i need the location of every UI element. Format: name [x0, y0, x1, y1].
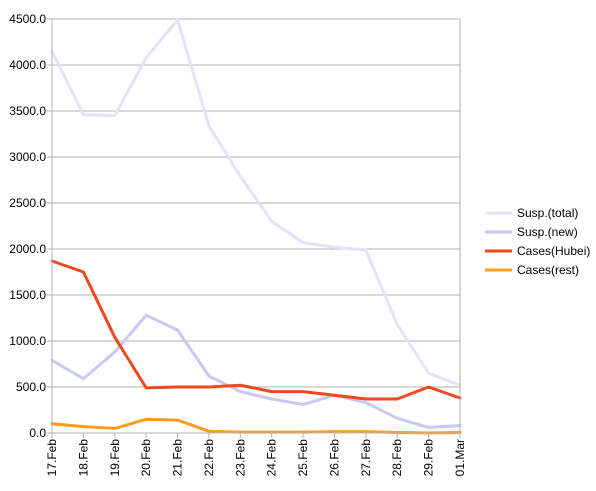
x-tick-label: 25.Feb	[296, 439, 310, 477]
gridlines	[47, 18, 461, 438]
series-line	[50, 417, 462, 435]
x-axis-ticks: 17.Feb 18.Feb 19.Feb 20.Feb 21.Feb 22.Feb 23.F…	[45, 439, 467, 477]
x-tick-label: 24.Feb	[265, 439, 279, 477]
legend-label: Cases(Hubei)	[517, 244, 590, 258]
legend-label: Cases(rest)	[517, 263, 579, 277]
x-tick-label: 22.Feb	[202, 439, 216, 477]
x-tick-label: 18.Feb	[76, 439, 90, 477]
x-tick-label: 21.Feb	[171, 439, 185, 477]
x-tick-label: 28.Feb	[390, 439, 404, 477]
y-axis-ticks: 0.0 500.0 1000.0 1500.0 2000.0 2500.0 3000.0 35…	[9, 12, 46, 440]
y-tick-label: 3500.0	[9, 104, 46, 118]
x-tick-label: 20.Feb	[139, 439, 153, 477]
y-tick-label: 2000.0	[9, 242, 46, 256]
y-tick-label: 500.0	[16, 380, 46, 394]
series-line	[50, 259, 462, 401]
y-tick-label: 1500.0	[9, 288, 46, 302]
x-tick-label: 17.Feb	[45, 439, 59, 477]
y-tick-label: 4000.0	[9, 58, 46, 72]
x-tick-label: 26.Feb	[327, 439, 341, 477]
x-tick-label: 29.Feb	[422, 439, 436, 477]
legend-label: Susp.(new)	[517, 225, 578, 239]
series-line	[50, 18, 462, 387]
y-tick-label: 3000.0	[9, 150, 46, 164]
x-tick-label: 27.Feb	[359, 439, 373, 477]
x-tick-label: 23.Feb	[233, 439, 247, 477]
y-tick-label: 2500.0	[9, 196, 46, 210]
series-lines	[50, 18, 462, 435]
y-tick-label: 1000.0	[9, 334, 46, 348]
y-tick-label: 0.0	[29, 426, 46, 440]
x-tick-label: 19.Feb	[108, 439, 122, 477]
legend-label: Susp.(total)	[517, 206, 578, 220]
axes	[51, 19, 461, 434]
x-tick-label: 01.Mar	[453, 439, 467, 476]
y-tick-label: 4500.0	[9, 12, 46, 26]
legend: Susp.(total) Susp.(new) Cases(Hubei) Cases(…	[485, 206, 590, 277]
